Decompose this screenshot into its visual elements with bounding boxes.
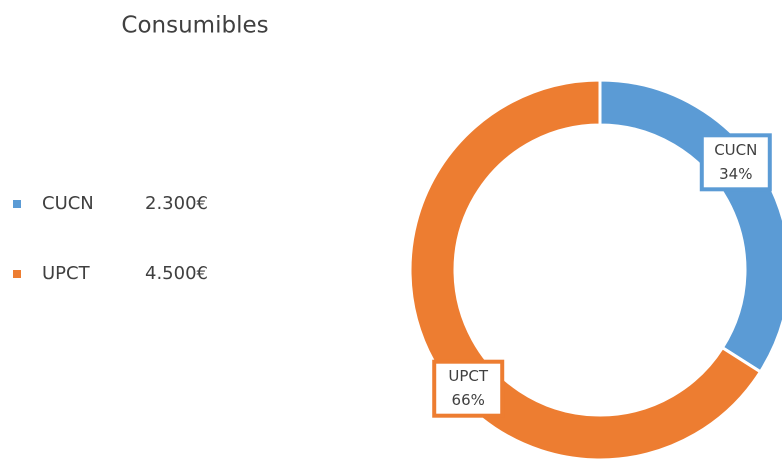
data-label-box [432,359,505,418]
donut-slice [408,78,763,459]
legend-swatch [13,200,21,208]
donut-slice [598,78,782,374]
chart-title: Consumibles [121,13,268,39]
legend-amount: 2.300€ [145,193,208,214]
data-label-name: UPCT [448,367,488,385]
data-label-name: CUCN [714,141,757,159]
legend-label: UPCT [42,263,91,284]
data-label-value: 34% [719,165,752,183]
legend-swatch [13,270,21,278]
legend-amount: 4.500€ [145,263,208,284]
data-label-box [699,133,772,192]
data-label-value: 66% [452,391,485,409]
legend-label: CUCN [42,193,94,214]
